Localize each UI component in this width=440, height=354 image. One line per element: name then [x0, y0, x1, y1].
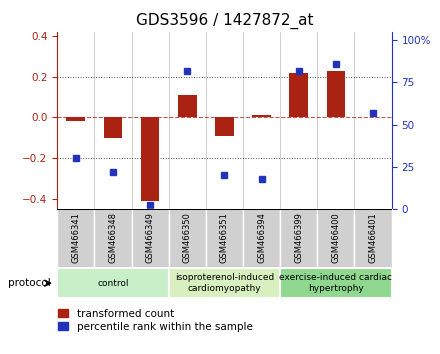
Bar	[280, 209, 317, 267]
Bar	[243, 209, 280, 267]
Text: GSM466348: GSM466348	[108, 212, 117, 263]
Text: GSM466394: GSM466394	[257, 212, 266, 263]
Bar	[141, 117, 159, 201]
Text: GSM466400: GSM466400	[331, 212, 341, 263]
Text: GSM466399: GSM466399	[294, 212, 303, 263]
Bar	[169, 268, 280, 298]
Text: exercise-induced cardiac
hypertrophy: exercise-induced cardiac hypertrophy	[279, 274, 392, 293]
Title: GDS3596 / 1427872_at: GDS3596 / 1427872_at	[136, 13, 313, 29]
Bar	[280, 268, 392, 298]
Text: protocol: protocol	[8, 278, 51, 288]
Bar	[104, 117, 122, 138]
Bar	[355, 209, 392, 267]
Text: control: control	[97, 279, 128, 288]
Text: GSM466351: GSM466351	[220, 212, 229, 263]
Bar	[326, 70, 345, 117]
Bar	[206, 209, 243, 267]
Bar	[94, 209, 132, 267]
Bar	[317, 209, 355, 267]
Legend: transformed count, percentile rank within the sample: transformed count, percentile rank withi…	[54, 304, 257, 336]
Bar	[252, 115, 271, 117]
Bar	[215, 117, 234, 136]
Text: isoproterenol-induced
cardiomyopathy: isoproterenol-induced cardiomyopathy	[175, 274, 274, 293]
Text: GSM466341: GSM466341	[71, 212, 80, 263]
Bar	[57, 209, 94, 267]
Bar	[178, 95, 197, 117]
Bar	[290, 73, 308, 117]
Bar	[66, 117, 85, 121]
Text: GSM466401: GSM466401	[369, 212, 378, 263]
Bar	[132, 209, 169, 267]
Bar	[57, 268, 169, 298]
Text: GSM466349: GSM466349	[146, 212, 154, 263]
Bar	[169, 209, 206, 267]
Text: GSM466350: GSM466350	[183, 212, 192, 263]
